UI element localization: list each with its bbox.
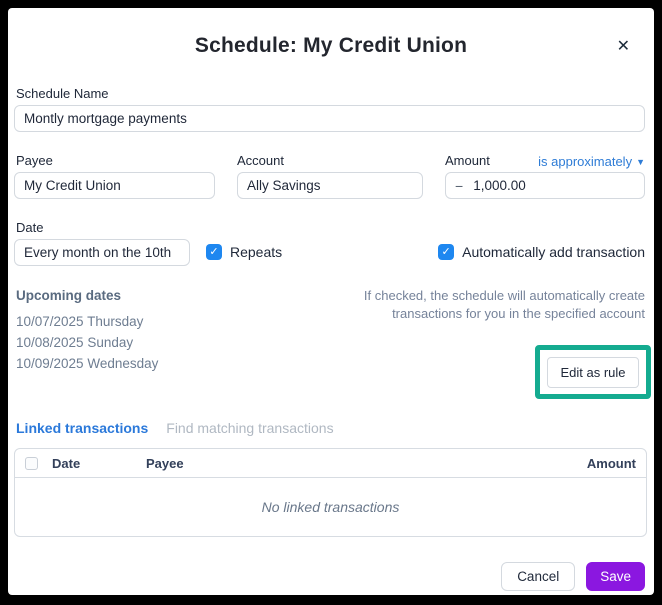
upcoming-date-item: 10/09/2025 Wednesday	[16, 356, 159, 371]
minus-icon: −	[455, 177, 464, 194]
select-all-checkbox[interactable]	[25, 456, 38, 470]
upcoming-date-item: 10/07/2025 Thursday	[16, 314, 144, 329]
amount-label: Amount	[445, 153, 490, 168]
schedule-name-label: Schedule Name	[16, 86, 109, 101]
payee-label: Payee	[16, 153, 53, 168]
schedule-name-input[interactable]	[14, 105, 645, 132]
column-header-date: Date	[52, 455, 81, 471]
chevron-down-icon: ▼	[636, 156, 645, 167]
column-header-payee: Payee	[146, 455, 184, 471]
check-icon: ✓	[209, 245, 219, 258]
schedule-modal: Schedule: My Credit Union ✕ Schedule Nam…	[8, 8, 654, 595]
repeats-checkbox-row[interactable]: ✓ Repeats	[206, 244, 282, 260]
annotation-highlight-box: Edit as rule	[535, 345, 651, 399]
checkbox-checked-icon[interactable]: ✓	[206, 244, 222, 260]
close-icon[interactable]: ✕	[616, 38, 630, 55]
account-label: Account	[237, 153, 284, 168]
amount-operator-select[interactable]: is approximately ▼	[538, 154, 645, 169]
date-input[interactable]	[14, 239, 190, 266]
check-icon: ✓	[441, 245, 451, 258]
linked-transactions-table: Date Payee Amount No linked transactions	[14, 448, 647, 537]
upcoming-date-item: 10/08/2025 Sunday	[16, 335, 134, 350]
page-title: Schedule: My Credit Union	[194, 34, 468, 57]
auto-add-checkbox-row[interactable]: ✓ Automatically add transaction	[438, 244, 645, 260]
empty-state-message: No linked transactions	[261, 499, 400, 515]
payee-input[interactable]	[14, 172, 215, 199]
table-header-row: Date Payee Amount	[15, 449, 646, 478]
auto-add-label: Automatically add transaction	[462, 244, 645, 260]
save-button[interactable]: Save	[586, 562, 645, 591]
upcoming-dates-title: Upcoming dates	[16, 288, 122, 303]
tab-find-matching-transactions[interactable]: Find matching transactions	[166, 420, 334, 436]
modal-footer: Cancel Save	[501, 562, 645, 591]
column-header-amount: Amount	[586, 455, 636, 471]
edit-as-rule-button[interactable]: Edit as rule	[547, 356, 639, 388]
amount-value: 1,000.00	[473, 178, 526, 193]
date-label: Date	[16, 220, 44, 235]
tab-linked-transactions[interactable]: Linked transactions	[16, 420, 149, 436]
account-input[interactable]	[237, 172, 423, 199]
repeats-label: Repeats	[230, 244, 283, 260]
transactions-tabs: Linked transactions Find matching transa…	[16, 420, 334, 436]
checkbox-checked-icon[interactable]: ✓	[438, 244, 455, 260]
cancel-button[interactable]: Cancel	[501, 562, 576, 591]
auto-add-help-text: If checked, the schedule will automatica…	[363, 288, 645, 321]
amount-input[interactable]: − 1,000.00	[445, 172, 645, 199]
amount-operator-value: is approximately	[538, 154, 633, 169]
